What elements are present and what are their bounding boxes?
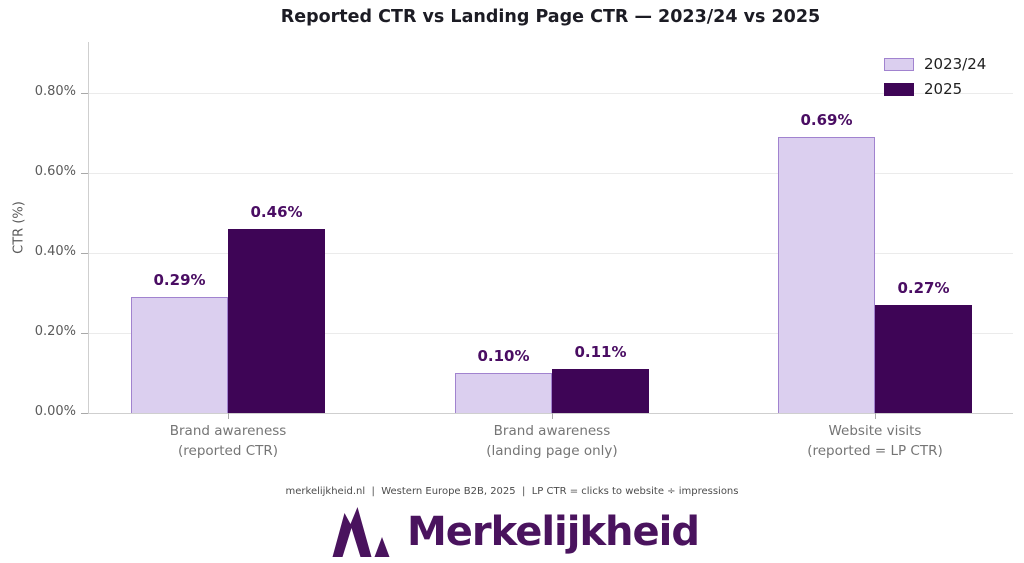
logo: Merkelijkheid: [0, 504, 1024, 560]
legend: 2023/24 2025: [884, 55, 986, 98]
legend-label-2023-24: 2023/24: [924, 55, 987, 73]
legend-item-2025: 2025: [884, 80, 986, 98]
y-tick-label: 0.80%: [34, 84, 76, 99]
grid-line: [88, 92, 1013, 94]
y-tick-mark: [81, 253, 88, 254]
x-category-label-line1: Website visits: [828, 423, 922, 439]
logo-wordmark: Merkelijkheid: [407, 509, 700, 555]
bar-value-label: 0.69%: [800, 111, 853, 129]
bar-value-label: 0.29%: [153, 271, 206, 289]
grid-line: [88, 332, 1013, 334]
x-category-label-line1: Brand awareness: [493, 423, 611, 439]
y-tick-mark: [81, 413, 88, 414]
y-tick-label: 0.00%: [34, 404, 76, 419]
bar-2023/24-1: [454, 373, 552, 413]
bar-value-label: 0.46%: [250, 203, 303, 221]
bar-2025-0: [228, 229, 326, 413]
x-category-label-line2: (reported = LP CTR): [807, 443, 943, 460]
y-axis-spine: [88, 42, 89, 413]
x-category-label-line2: (reported CTR): [178, 443, 279, 460]
legend-swatch-2023-24: [884, 57, 914, 71]
y-tick-label: 0.20%: [34, 324, 76, 339]
y-axis-label: CTR (%): [11, 201, 27, 254]
logo-small-triangle: [374, 537, 390, 557]
grid-line: [88, 172, 1013, 174]
x-category-label-line1: Brand awareness: [169, 423, 287, 439]
merkelijkheid-mountain-m-icon: [332, 507, 390, 557]
bar-value-label: 0.27%: [897, 279, 950, 297]
x-category-label: Brand awareness (landing page only): [387, 421, 717, 462]
x-tick-mark: [874, 413, 876, 419]
bar-2023/24-0: [131, 297, 229, 413]
bar-value-label: 0.11%: [574, 343, 627, 361]
x-category-label-line2: (landing page only): [486, 443, 618, 460]
x-tick-mark: [551, 413, 553, 419]
bar-2025-2: [874, 305, 972, 413]
chart-title: Reported CTR vs Landing Page CTR — 2023/…: [280, 7, 821, 27]
y-tick-label: 0.40%: [34, 244, 76, 259]
footer-source-note: merkelijkheid.nl | Western Europe B2B, 2…: [285, 486, 739, 497]
logo-mountain-shape: [332, 507, 372, 557]
y-tick-mark: [81, 173, 88, 174]
y-tick-mark: [81, 333, 88, 334]
x-category-label: Website visits (reported = LP CTR): [710, 421, 1024, 462]
x-axis-spine: [88, 413, 1013, 414]
legend-label-2025: 2025: [924, 80, 963, 98]
bar-value-label: 0.10%: [477, 347, 530, 365]
legend-item-2023-24: 2023/24: [884, 55, 986, 73]
legend-swatch-2025: [884, 82, 914, 96]
x-tick-mark: [228, 413, 230, 419]
bar-2023/24-2: [777, 137, 875, 413]
y-tick-mark: [81, 93, 88, 94]
x-category-label: Brand awareness (reported CTR): [63, 421, 393, 462]
grid-line: [88, 252, 1013, 254]
bar-2025-1: [551, 369, 649, 413]
y-tick-label: 0.60%: [34, 164, 76, 179]
